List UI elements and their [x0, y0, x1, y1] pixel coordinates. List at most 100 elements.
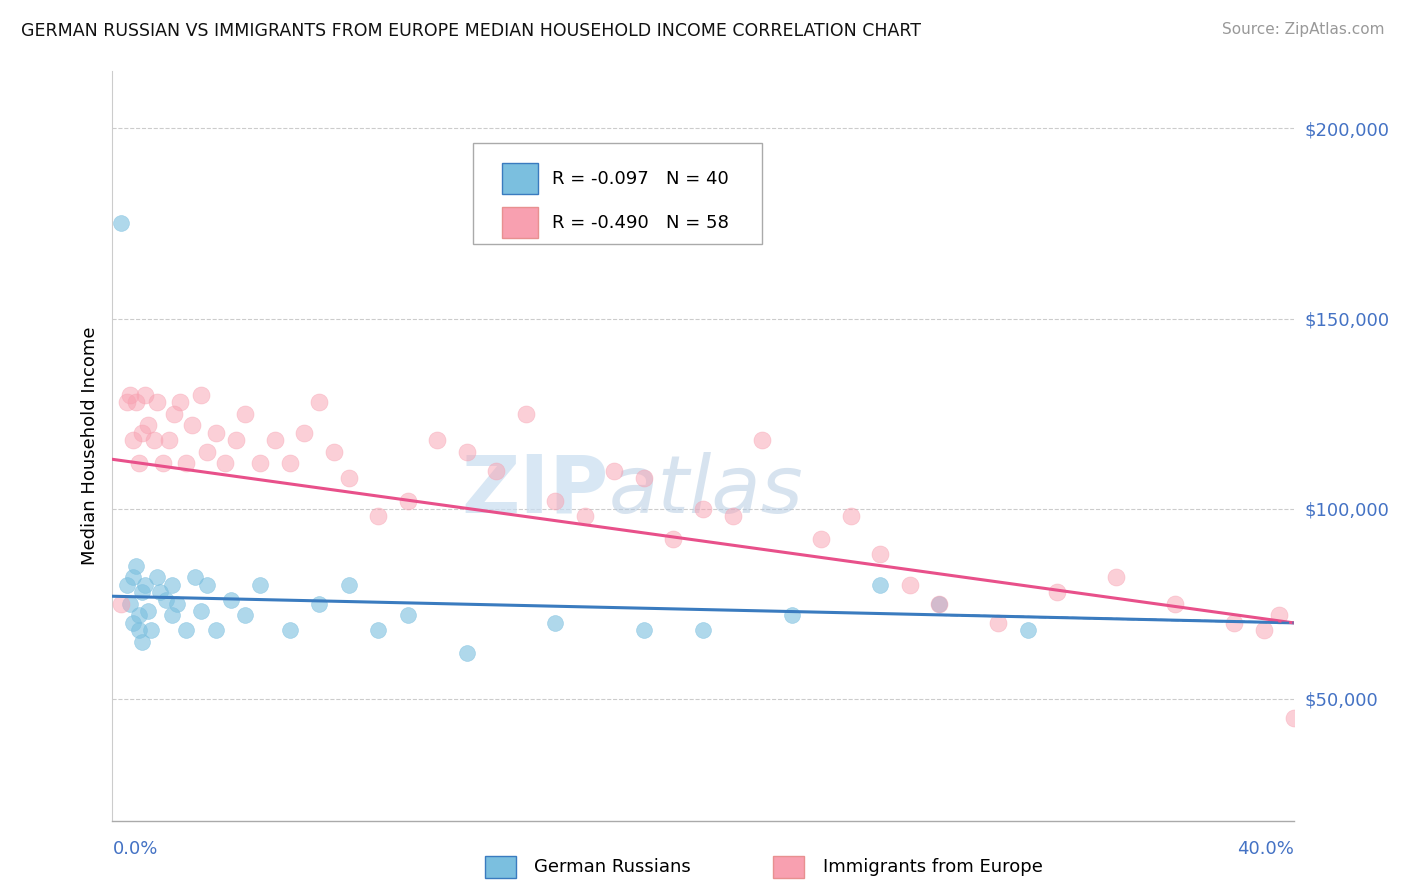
- Point: [308, 597, 330, 611]
- Point: [110, 597, 132, 611]
- Text: atlas: atlas: [609, 452, 803, 530]
- Point: [337, 578, 360, 592]
- Point: [195, 578, 218, 592]
- Point: [225, 434, 247, 448]
- Point: [1017, 624, 1039, 638]
- Point: [233, 407, 256, 421]
- Point: [131, 635, 153, 649]
- Point: [181, 418, 204, 433]
- Point: [987, 615, 1010, 630]
- Point: [128, 456, 150, 470]
- Point: [396, 494, 419, 508]
- Point: [249, 578, 271, 592]
- Point: [128, 608, 150, 623]
- Point: [136, 418, 159, 433]
- Point: [367, 509, 389, 524]
- FancyBboxPatch shape: [472, 143, 762, 244]
- Point: [146, 395, 169, 409]
- Point: [1253, 624, 1275, 638]
- Point: [205, 425, 228, 440]
- Point: [174, 456, 197, 470]
- Point: [278, 624, 301, 638]
- Point: [898, 578, 921, 592]
- Point: [136, 604, 159, 618]
- Point: [323, 444, 346, 458]
- Text: ZIP: ZIP: [461, 452, 609, 530]
- Point: [110, 217, 132, 231]
- Point: [131, 425, 153, 440]
- Text: R = -0.097   N = 40: R = -0.097 N = 40: [551, 169, 728, 187]
- Point: [219, 593, 242, 607]
- Point: [1268, 608, 1291, 623]
- Point: [166, 597, 188, 611]
- Point: [396, 608, 419, 623]
- Point: [264, 434, 287, 448]
- Point: [117, 395, 138, 409]
- Point: [308, 395, 330, 409]
- Point: [142, 434, 165, 448]
- Point: [125, 395, 148, 409]
- Text: GERMAN RUSSIAN VS IMMIGRANTS FROM EUROPE MEDIAN HOUSEHOLD INCOME CORRELATION CHA: GERMAN RUSSIAN VS IMMIGRANTS FROM EUROPE…: [21, 22, 921, 40]
- FancyBboxPatch shape: [502, 162, 537, 194]
- Point: [544, 494, 567, 508]
- Point: [544, 615, 567, 630]
- Text: German Russians: German Russians: [534, 858, 690, 876]
- Point: [928, 597, 950, 611]
- Point: [128, 624, 150, 638]
- Text: Immigrants from Europe: Immigrants from Europe: [823, 858, 1042, 876]
- Point: [233, 608, 256, 623]
- Point: [163, 407, 186, 421]
- Point: [146, 570, 169, 584]
- Point: [1105, 570, 1128, 584]
- FancyBboxPatch shape: [502, 207, 537, 238]
- Point: [456, 646, 478, 660]
- Point: [780, 608, 803, 623]
- Point: [122, 434, 145, 448]
- Text: 40.0%: 40.0%: [1237, 839, 1294, 857]
- Point: [122, 570, 145, 584]
- Point: [149, 585, 172, 599]
- Point: [155, 593, 177, 607]
- Point: [692, 624, 714, 638]
- Text: R = -0.490   N = 58: R = -0.490 N = 58: [551, 214, 728, 232]
- Point: [174, 624, 197, 638]
- Point: [157, 434, 180, 448]
- Point: [184, 570, 207, 584]
- Point: [337, 471, 360, 485]
- Point: [1046, 585, 1069, 599]
- Point: [122, 615, 145, 630]
- Point: [928, 597, 950, 611]
- Point: [160, 608, 183, 623]
- Point: [117, 578, 138, 592]
- Point: [485, 464, 508, 478]
- Point: [120, 597, 142, 611]
- Point: [214, 456, 236, 470]
- Point: [839, 509, 862, 524]
- Point: [603, 464, 626, 478]
- Point: [869, 548, 891, 562]
- Point: [662, 532, 685, 546]
- Point: [278, 456, 301, 470]
- Point: [810, 532, 832, 546]
- Point: [426, 434, 449, 448]
- Point: [131, 585, 153, 599]
- Point: [515, 407, 537, 421]
- Text: Source: ZipAtlas.com: Source: ZipAtlas.com: [1222, 22, 1385, 37]
- Point: [125, 558, 148, 573]
- Point: [190, 387, 212, 401]
- Point: [751, 434, 773, 448]
- Point: [292, 425, 315, 440]
- Point: [152, 456, 174, 470]
- Point: [249, 456, 271, 470]
- Point: [134, 387, 156, 401]
- Text: 0.0%: 0.0%: [112, 839, 157, 857]
- Point: [692, 501, 714, 516]
- Point: [1296, 608, 1319, 623]
- Point: [367, 624, 389, 638]
- Point: [169, 395, 191, 409]
- Point: [1223, 615, 1246, 630]
- Point: [633, 471, 655, 485]
- Point: [721, 509, 744, 524]
- Point: [134, 578, 156, 592]
- Point: [195, 444, 218, 458]
